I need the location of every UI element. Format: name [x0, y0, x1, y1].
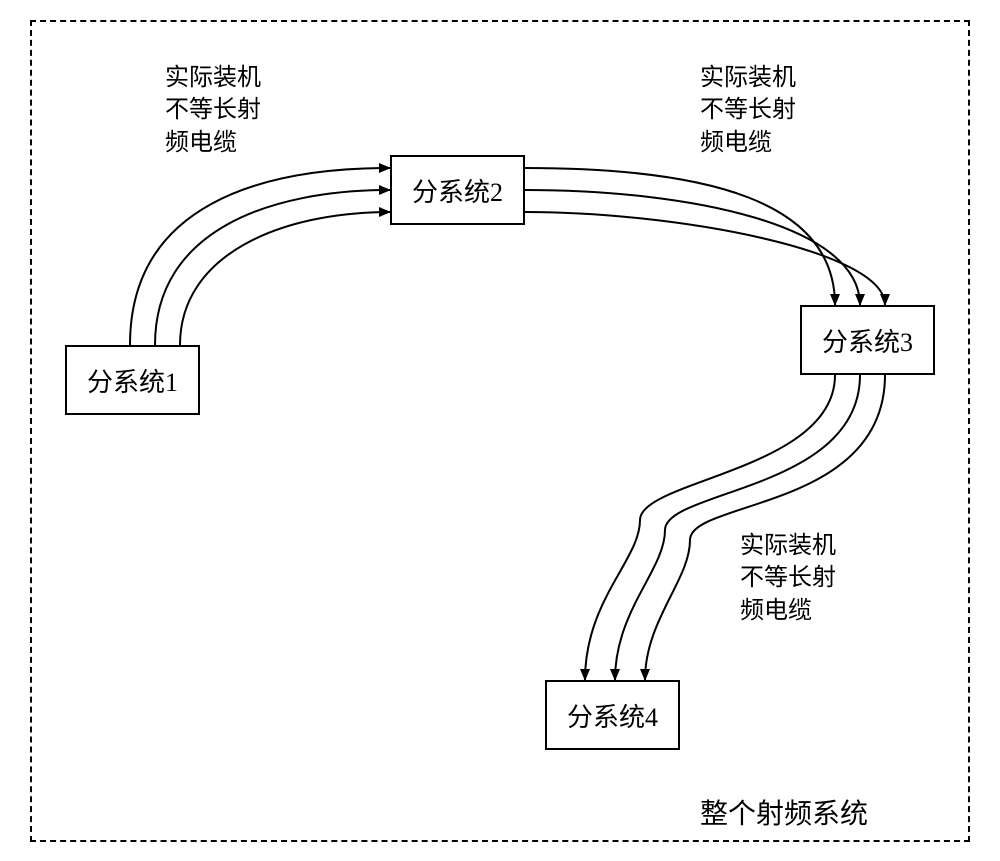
node-label: 分系统3 — [822, 322, 913, 359]
node-label: 分系统2 — [412, 172, 503, 209]
edge-label-sys2-sys3: 实际装机 不等长射 频电缆 — [700, 62, 796, 159]
node-sys1: 分系统1 — [65, 345, 200, 415]
node-sys4: 分系统4 — [545, 680, 680, 750]
node-sys3: 分系统3 — [800, 305, 935, 375]
node-label: 分系统4 — [567, 697, 658, 734]
node-label: 分系统1 — [87, 362, 178, 399]
edge-label-sys1-sys2: 实际装机 不等长射 频电缆 — [165, 62, 261, 159]
footer-label: 整个射频系统 — [700, 792, 868, 832]
edge-label-sys3-sys4: 实际装机 不等长射 频电缆 — [740, 530, 836, 627]
diagram-canvas: 分系统1分系统2分系统3分系统4 实际装机 不等长射 频电缆实际装机 不等长射 … — [0, 0, 1000, 861]
node-sys2: 分系统2 — [390, 155, 525, 225]
